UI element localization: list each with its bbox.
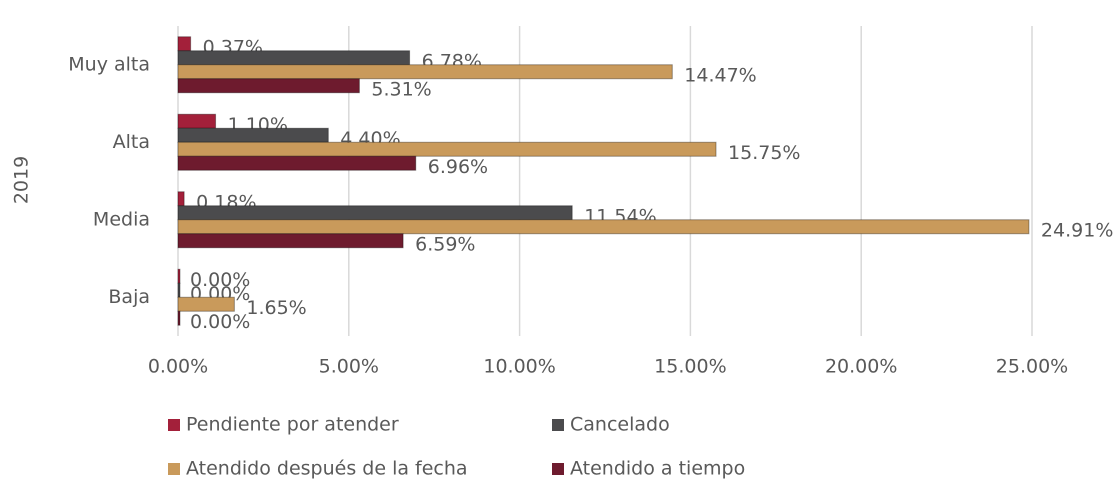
x-tick-label: 10.00%: [483, 356, 555, 378]
bar: [177, 113, 217, 129]
bar: [177, 296, 235, 312]
bar: [177, 310, 181, 326]
value-label: 24.91%: [1041, 219, 1113, 241]
bar: [177, 268, 181, 284]
x-tick-label: 5.00%: [319, 356, 379, 378]
legend-swatch: [168, 419, 180, 431]
bar: [177, 141, 717, 157]
y-tick-label: Alta: [113, 131, 150, 153]
legend-swatch: [168, 463, 180, 475]
legend-swatch: [552, 419, 564, 431]
legend-label: Atendido después de la fecha: [186, 458, 468, 480]
bar: [177, 127, 329, 143]
bar: [177, 36, 192, 52]
value-label: 14.47%: [684, 64, 756, 86]
value-label: 5.31%: [371, 78, 431, 100]
value-label: 6.59%: [415, 233, 475, 255]
value-label: 6.96%: [428, 156, 488, 178]
bar: [177, 78, 360, 94]
legend-swatch: [552, 463, 564, 475]
bar: [177, 50, 411, 66]
x-tick-label: 25.00%: [996, 356, 1068, 378]
bar: [177, 282, 181, 298]
bar: [177, 191, 185, 207]
bar: [177, 233, 404, 249]
x-tick-label: 20.00%: [825, 356, 897, 378]
value-label: 0.00%: [190, 311, 250, 333]
value-label: 1.65%: [246, 297, 306, 319]
legend-label: Pendiente por atender: [186, 414, 399, 436]
x-tick-label: 15.00%: [654, 356, 726, 378]
value-label: 0.00%: [190, 269, 250, 291]
x-tick-label: 0.00%: [148, 356, 208, 378]
bar: [177, 205, 573, 221]
value-label: 15.75%: [728, 142, 800, 164]
bar: [177, 155, 417, 171]
legend-label: Atendido a tiempo: [570, 458, 745, 480]
y-tick-label: Media: [93, 208, 150, 230]
y-axis-label: 2019: [11, 156, 33, 204]
legend-label: Cancelado: [570, 414, 670, 436]
bar: [177, 64, 673, 80]
y-tick-label: Muy alta: [68, 53, 150, 75]
bar: [177, 219, 1030, 235]
y-tick-label: Baja: [108, 286, 150, 308]
